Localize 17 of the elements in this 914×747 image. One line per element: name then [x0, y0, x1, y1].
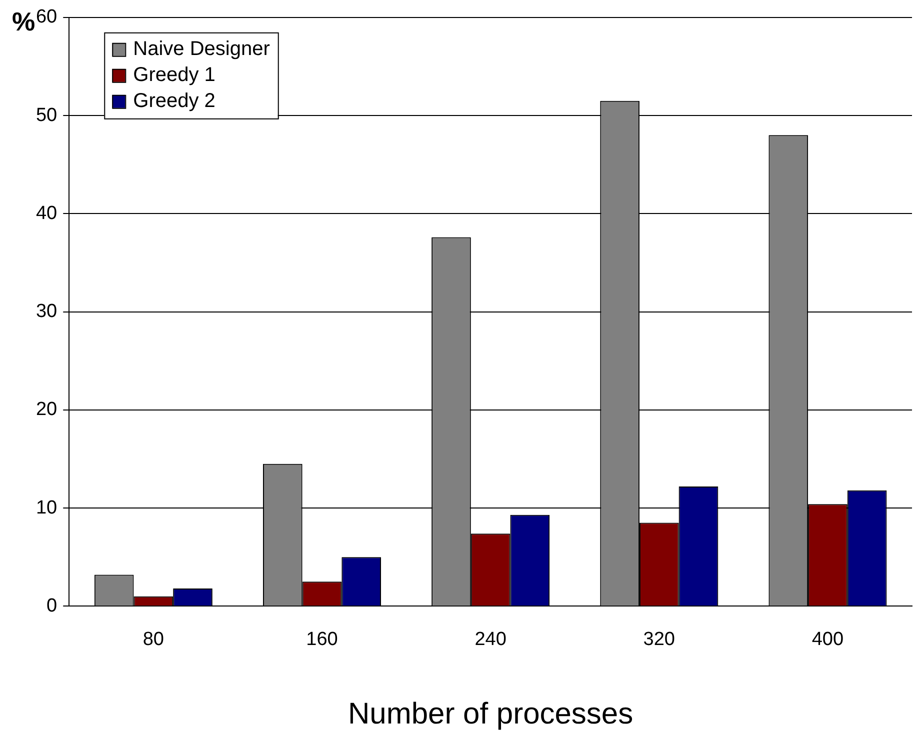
y-axis-title: %: [12, 6, 36, 37]
legend-label: Greedy 2: [133, 90, 216, 112]
x-axis-title: Number of processes: [348, 697, 634, 730]
x-tick-label: 240: [474, 628, 506, 650]
x-tick-label: 320: [643, 628, 675, 650]
x-tick-label: 160: [306, 628, 338, 650]
y-tick-label: 20: [36, 399, 58, 420]
y-tick-label: 30: [36, 301, 58, 322]
y-tick-label: 0: [46, 595, 58, 616]
legend-label: Greedy 1: [133, 64, 216, 86]
x-tick-label: 400: [812, 628, 844, 650]
y-tick-label: 60: [36, 6, 58, 28]
x-tick-label: 80: [142, 628, 164, 650]
legend-label: Naive Designer: [133, 38, 270, 60]
y-tick-label: 40: [36, 202, 58, 224]
y-tick-label: 50: [36, 104, 58, 126]
y-tick-label: 10: [36, 497, 58, 518]
